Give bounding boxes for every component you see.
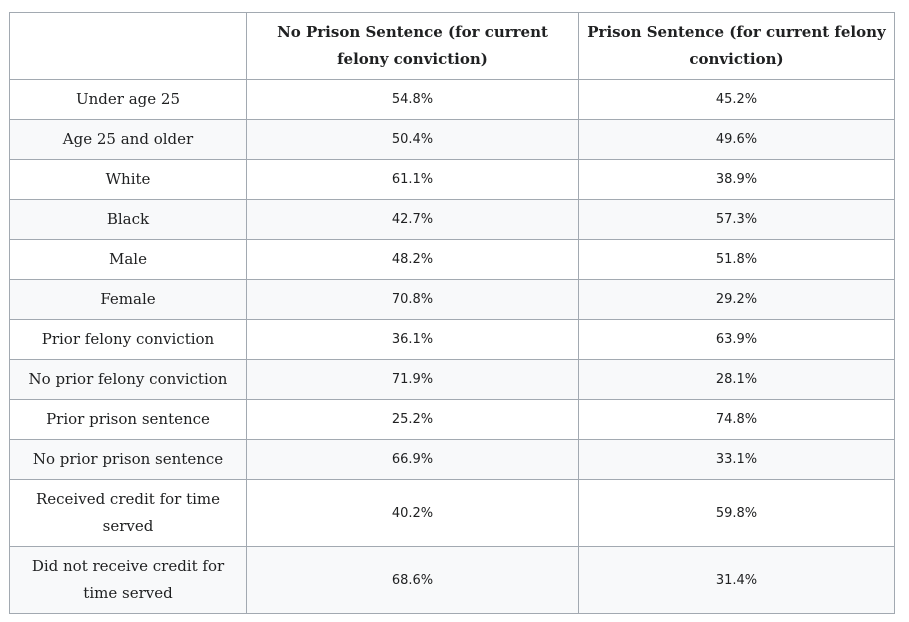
prison-value: 33.1% <box>578 439 895 480</box>
no-prison-value: 42.7% <box>246 199 579 240</box>
prison-value: 28.1% <box>578 359 895 400</box>
row-label: Prior prison sentence <box>9 399 247 440</box>
table-row: No prior felony conviction 71.9% 28.1% <box>9 359 895 400</box>
table-row: Received credit for time served 40.2% 59… <box>9 479 895 547</box>
prison-value: 57.3% <box>578 199 895 240</box>
header-row: No Prison Sentence (for current felony c… <box>9 12 895 80</box>
table-row: Under age 25 54.8% 45.2% <box>9 79 895 120</box>
no-prison-value: 25.2% <box>246 399 579 440</box>
no-prison-value: 70.8% <box>246 279 579 320</box>
header-empty-cell <box>9 12 247 80</box>
no-prison-value: 66.9% <box>246 439 579 480</box>
prison-value: 59.8% <box>578 479 895 547</box>
no-prison-value: 71.9% <box>246 359 579 400</box>
table-row: Prior prison sentence 25.2% 74.8% <box>9 399 895 440</box>
row-label: Black <box>9 199 247 240</box>
row-label: Prior felony conviction <box>9 319 247 360</box>
row-label: Under age 25 <box>9 79 247 120</box>
prison-value: 63.9% <box>578 319 895 360</box>
prison-value: 45.2% <box>578 79 895 120</box>
row-label: White <box>9 159 247 200</box>
table-container: No Prison Sentence (for current felony c… <box>9 12 895 614</box>
table-row: Did not receive credit for time served 6… <box>9 546 895 614</box>
table-row: Female 70.8% 29.2% <box>9 279 895 320</box>
prison-value: 31.4% <box>578 546 895 614</box>
no-prison-value: 68.6% <box>246 546 579 614</box>
table-row: Black 42.7% 57.3% <box>9 199 895 240</box>
header-no-prison: No Prison Sentence (for current felony c… <box>246 12 579 80</box>
row-label: Received credit for time served <box>9 479 247 547</box>
row-label: Female <box>9 279 247 320</box>
no-prison-value: 48.2% <box>246 239 579 280</box>
prison-value: 74.8% <box>578 399 895 440</box>
table-row: Prior felony conviction 36.1% 63.9% <box>9 319 895 360</box>
table-row: White 61.1% 38.9% <box>9 159 895 200</box>
row-label: Age 25 and older <box>9 119 247 160</box>
table-row: Age 25 and older 50.4% 49.6% <box>9 119 895 160</box>
table-row: Male 48.2% 51.8% <box>9 239 895 280</box>
prison-value: 49.6% <box>578 119 895 160</box>
no-prison-value: 54.8% <box>246 79 579 120</box>
no-prison-value: 50.4% <box>246 119 579 160</box>
table-row: No prior prison sentence 66.9% 33.1% <box>9 439 895 480</box>
prison-value: 38.9% <box>578 159 895 200</box>
header-prison: Prison Sentence (for current felony conv… <box>578 12 895 80</box>
row-label: Male <box>9 239 247 280</box>
no-prison-value: 36.1% <box>246 319 579 360</box>
prison-value: 29.2% <box>578 279 895 320</box>
prison-value: 51.8% <box>578 239 895 280</box>
no-prison-value: 61.1% <box>246 159 579 200</box>
row-label: No prior prison sentence <box>9 439 247 480</box>
sentencing-table: No Prison Sentence (for current felony c… <box>9 12 895 614</box>
row-label: Did not receive credit for time served <box>9 546 247 614</box>
no-prison-value: 40.2% <box>246 479 579 547</box>
row-label: No prior felony conviction <box>9 359 247 400</box>
